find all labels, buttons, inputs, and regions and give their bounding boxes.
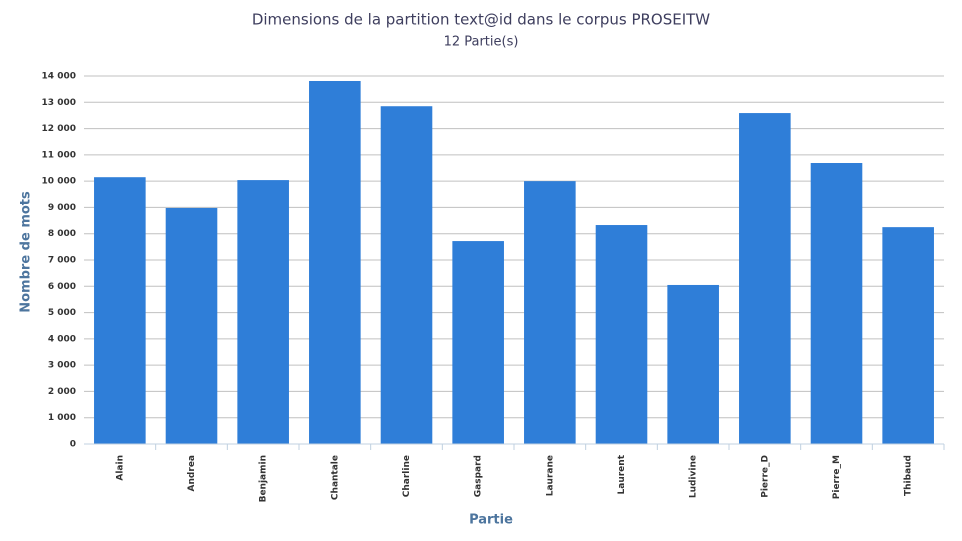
bar [237, 180, 289, 444]
x-tick-label: Thibaud [904, 455, 914, 496]
x-tick-label: Gaspard [474, 455, 484, 497]
y-tick-label: 7 000 [48, 256, 76, 266]
bar [524, 181, 576, 444]
bar [595, 225, 648, 444]
bar [380, 106, 433, 444]
x-tick-label: Laurent [617, 454, 627, 494]
y-tick-label: 2 000 [48, 387, 76, 397]
bar [739, 113, 791, 444]
y-axis-title: Nombre de mots [19, 191, 34, 313]
bar [165, 207, 218, 444]
y-tick-label: 11 000 [42, 150, 76, 160]
x-tick-label: Benjamin [259, 455, 269, 502]
y-tick-label: 0 [70, 440, 76, 450]
y-tick-label: 4 000 [48, 334, 76, 344]
bar [810, 163, 863, 444]
y-tick-label: 9 000 [48, 203, 76, 213]
x-tick-label: Charline [402, 455, 412, 497]
x-tick-label: Andrea [187, 455, 197, 491]
chart-title: Dimensions de la partition text@id dans … [252, 11, 710, 29]
x-tick-label: Ludivine [689, 455, 699, 498]
bar [94, 177, 146, 444]
x-tick-label: Chantale [330, 455, 340, 500]
y-tick-label: 1 000 [48, 413, 76, 423]
y-tick-label: 14 000 [42, 72, 76, 82]
x-tick-label: Laurane [545, 455, 555, 496]
bar [452, 241, 504, 444]
x-tick-label: Pierre_D [760, 455, 770, 498]
y-tick-label: 12 000 [42, 124, 76, 134]
y-tick-label: 8 000 [48, 229, 76, 239]
bar [309, 80, 361, 444]
y-tick-label: 5 000 [48, 308, 76, 318]
bar [882, 227, 934, 444]
x-tick-label: Pierre_M [832, 455, 842, 499]
y-tick-label: 13 000 [42, 98, 76, 108]
y-tick-label: 10 000 [42, 177, 76, 187]
bar [667, 284, 719, 444]
y-tick-label: 3 000 [48, 361, 76, 371]
y-tick-label: 6 000 [48, 282, 76, 292]
x-axis-title: Partie [469, 513, 513, 528]
chart-subtitle: 12 Partie(s) [444, 35, 519, 50]
x-tick-label: Alain [115, 455, 125, 481]
